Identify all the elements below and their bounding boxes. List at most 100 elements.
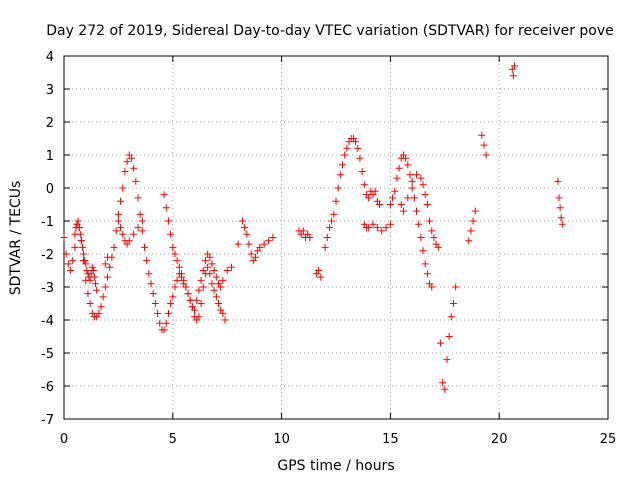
data-point-0-222 bbox=[419, 181, 427, 189]
data-point-0-31 bbox=[127, 154, 135, 162]
data-point-0-48 bbox=[164, 309, 172, 317]
data-point-0-5 bbox=[71, 243, 79, 251]
y-tick-label-9: 2 bbox=[46, 116, 54, 131]
data-point-0-71 bbox=[214, 300, 222, 307]
data-point-0-148 bbox=[265, 237, 273, 245]
data-point-0-135 bbox=[223, 267, 231, 274]
data-point-0-240 bbox=[480, 141, 488, 149]
data-point-0-36 bbox=[138, 227, 146, 235]
data-point-0-96 bbox=[101, 260, 109, 268]
data-point-0-21 bbox=[106, 263, 114, 271]
data-point-0-24 bbox=[112, 227, 120, 235]
data-point-0-1 bbox=[62, 250, 70, 258]
data-point-0-188 bbox=[369, 220, 377, 228]
data-point-0-202 bbox=[406, 171, 414, 179]
data-point-0-194 bbox=[389, 194, 397, 202]
y-tick-label-0: -7 bbox=[41, 413, 54, 428]
data-point-0-84 bbox=[81, 257, 89, 265]
data-point-0-82 bbox=[78, 243, 86, 251]
y-tick-label-11: 4 bbox=[46, 50, 54, 65]
data-point-0-189 bbox=[373, 224, 381, 232]
data-point-0-200 bbox=[402, 154, 410, 162]
data-point-0-3 bbox=[67, 267, 75, 274]
data-point-0-137 bbox=[234, 240, 242, 248]
data-point-0-216 bbox=[397, 201, 405, 208]
data-point-0-136 bbox=[228, 263, 236, 271]
data-point-0-78 bbox=[74, 217, 82, 225]
data-point-0-158 bbox=[317, 273, 325, 281]
data-point-0-32 bbox=[130, 164, 138, 172]
data-point-0-160 bbox=[323, 234, 331, 241]
data-point-0-245 bbox=[554, 177, 562, 185]
data-point-0-215 bbox=[434, 243, 442, 251]
data-point-0-232 bbox=[447, 313, 455, 321]
data-point-0-229 bbox=[441, 385, 449, 393]
data-point-0-243 bbox=[509, 72, 517, 80]
data-point-0-74 bbox=[221, 316, 229, 324]
data-point-0-220 bbox=[413, 171, 421, 179]
data-point-0-68 bbox=[208, 280, 216, 288]
data-point-0-113 bbox=[173, 257, 181, 265]
axis-ticks bbox=[63, 55, 609, 420]
y-tick-label-4: -3 bbox=[41, 281, 54, 296]
data-point-0-235 bbox=[465, 237, 473, 245]
data-point-0-125 bbox=[199, 267, 207, 274]
data-point-0-97 bbox=[104, 253, 112, 261]
data-point-0-50 bbox=[169, 293, 177, 301]
data-point-0-83 bbox=[80, 250, 88, 258]
data-point-0-42 bbox=[151, 300, 159, 307]
data-point-0-187 bbox=[365, 224, 373, 232]
y-axis-label: SDTVAR / TECUs bbox=[8, 181, 24, 296]
data-point-0-238 bbox=[471, 207, 479, 215]
data-point-0-224 bbox=[423, 201, 431, 208]
data-point-0-122 bbox=[193, 296, 201, 304]
data-point-0-152 bbox=[299, 227, 307, 235]
data-point-0-28 bbox=[121, 168, 129, 175]
y-tick-label-3: -4 bbox=[41, 314, 54, 329]
data-point-0-107 bbox=[160, 191, 168, 199]
x-tick-label-0: 0 bbox=[60, 432, 68, 447]
data-point-0-241 bbox=[482, 151, 490, 159]
data-point-0-25 bbox=[114, 210, 122, 218]
data-point-0-163 bbox=[330, 210, 338, 218]
data-point-0-64 bbox=[199, 283, 207, 291]
data-point-0-20 bbox=[104, 273, 112, 281]
y-tick-label-6: -1 bbox=[41, 215, 54, 230]
data-point-0-249 bbox=[558, 220, 566, 228]
data-point-0-155 bbox=[306, 234, 314, 241]
data-point-0-217 bbox=[399, 207, 407, 215]
data-point-0-35 bbox=[136, 210, 144, 218]
data-point-0-109 bbox=[164, 217, 172, 225]
data-points bbox=[60, 62, 566, 393]
data-point-0-0 bbox=[60, 234, 68, 241]
data-point-0-63 bbox=[197, 300, 205, 307]
y-tick-label-2: -5 bbox=[41, 347, 54, 362]
data-point-0-239 bbox=[478, 131, 486, 139]
data-point-0-41 bbox=[149, 290, 157, 298]
data-point-0-201 bbox=[404, 161, 412, 169]
y-tick-label-1: -6 bbox=[41, 380, 54, 395]
data-point-0-114 bbox=[175, 263, 183, 271]
data-point-0-37 bbox=[141, 243, 149, 251]
data-point-0-159 bbox=[321, 243, 329, 251]
data-point-0-104 bbox=[130, 230, 138, 238]
data-point-0-69 bbox=[210, 286, 218, 294]
data-point-0-162 bbox=[328, 217, 336, 225]
x-tick-label-2: 10 bbox=[273, 432, 290, 447]
y-tick-label-8: 1 bbox=[46, 149, 54, 164]
data-point-0-39 bbox=[145, 270, 153, 278]
data-point-0-46 bbox=[160, 326, 168, 334]
data-point-0-177 bbox=[360, 181, 368, 189]
data-point-0-164 bbox=[332, 197, 340, 205]
data-point-0-246 bbox=[555, 194, 563, 202]
data-point-0-23 bbox=[110, 243, 118, 251]
data-point-0-27 bbox=[119, 184, 127, 192]
data-point-0-173 bbox=[352, 138, 360, 146]
data-point-0-38 bbox=[143, 257, 151, 265]
data-point-0-139 bbox=[241, 224, 249, 232]
data-point-0-47 bbox=[162, 319, 170, 327]
data-point-0-124 bbox=[197, 276, 205, 284]
data-point-0-184 bbox=[376, 201, 384, 208]
data-point-0-106 bbox=[138, 217, 146, 225]
data-point-0-18 bbox=[99, 293, 107, 301]
